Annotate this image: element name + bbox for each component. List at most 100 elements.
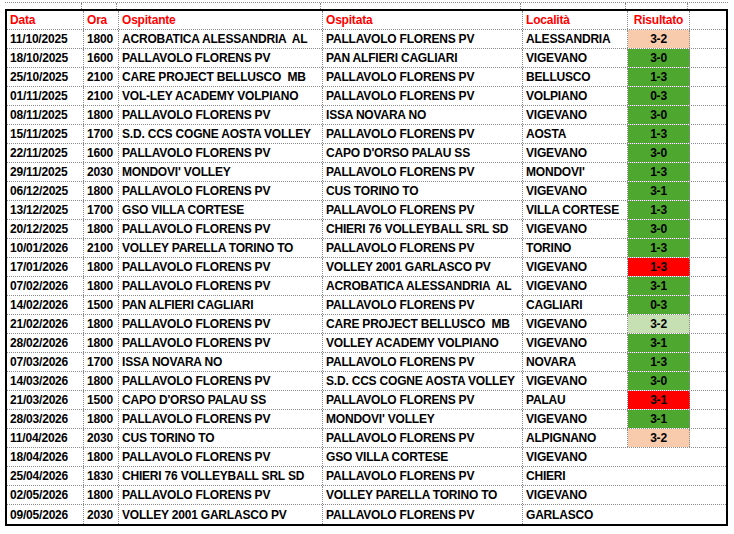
result-cell[interactable] [628,467,690,485]
location-cell[interactable]: VIGEVANO [523,334,628,352]
date-cell[interactable]: 11/10/2025 [7,30,84,48]
home-team-cell[interactable]: PALLAVOLO FLORENS PV [119,334,323,352]
date-cell[interactable]: 02/05/2026 [7,486,84,504]
result-cell[interactable]: 1-3 [628,258,690,276]
home-team-cell[interactable]: S.D. CCS COGNE AOSTA VOLLEY [119,125,323,143]
location-cell[interactable]: AOSTA [523,125,628,143]
result-cell[interactable]: 3-2 [628,429,690,447]
home-team-cell[interactable]: ISSA NOVARA NO [119,353,323,371]
home-team-cell[interactable]: CHIERI 76 VOLLEYBALL SRL SD [119,467,323,485]
time-cell[interactable]: 1800 [84,258,119,276]
empty-cell[interactable] [690,315,726,333]
home-team-cell[interactable]: PALLAVOLO FLORENS PV [119,486,323,504]
time-cell[interactable]: 1800 [84,448,119,466]
time-cell[interactable]: 1600 [84,49,119,67]
date-cell[interactable]: 08/11/2025 [7,106,84,124]
home-team-cell[interactable]: PALLAVOLO FLORENS PV [119,277,323,295]
away-team-cell[interactable]: VOLLEY PARELLA TORINO TO [323,486,523,504]
time-cell[interactable]: 2030 [84,429,119,447]
time-cell[interactable]: 1600 [84,144,119,162]
date-cell[interactable]: 18/10/2025 [7,49,84,67]
empty-cell[interactable] [690,106,726,124]
time-cell[interactable]: 1700 [84,353,119,371]
result-cell[interactable]: 3-0 [628,220,690,238]
empty-cell[interactable] [690,182,726,200]
time-cell[interactable]: 2030 [84,505,119,524]
header-data[interactable]: Data [7,11,84,29]
time-cell[interactable]: 1800 [84,410,119,428]
empty-cell[interactable] [690,30,726,48]
result-cell[interactable]: 0-3 [628,296,690,314]
empty-cell[interactable] [690,429,726,447]
result-cell[interactable]: 1-3 [628,163,690,181]
location-cell[interactable]: VIGEVANO [523,49,628,67]
time-cell[interactable]: 2100 [84,87,119,105]
away-team-cell[interactable]: PAN ALFIERI CAGLIARI [323,49,523,67]
time-cell[interactable]: 1800 [84,30,119,48]
home-team-cell[interactable]: PALLAVOLO FLORENS PV [119,315,323,333]
header-ora[interactable]: Ora [84,11,119,29]
time-cell[interactable]: 1700 [84,201,119,219]
location-cell[interactable]: VIGEVANO [523,448,628,466]
result-cell[interactable] [628,448,690,466]
away-team-cell[interactable]: MONDOVI' VOLLEY [323,410,523,428]
location-cell[interactable]: VIGEVANO [523,258,628,276]
home-team-cell[interactable]: VOLLEY 2001 GARLASCO PV [119,505,323,524]
result-cell[interactable]: 1-3 [628,201,690,219]
result-cell[interactable]: 3-1 [628,391,690,409]
empty-cell[interactable] [690,410,726,428]
result-cell[interactable]: 3-1 [628,277,690,295]
date-cell[interactable]: 29/11/2025 [7,163,84,181]
away-team-cell[interactable]: PALLAVOLO FLORENS PV [323,68,523,86]
away-team-cell[interactable]: PALLAVOLO FLORENS PV [323,239,523,257]
away-team-cell[interactable]: CHIERI 76 VOLLEYBALL SRL SD [323,220,523,238]
away-team-cell[interactable]: PALLAVOLO FLORENS PV [323,429,523,447]
away-team-cell[interactable]: GSO VILLA CORTESE [323,448,523,466]
home-team-cell[interactable]: PALLAVOLO FLORENS PV [119,448,323,466]
header-empty-cell[interactable] [690,11,726,29]
date-cell[interactable]: 06/12/2025 [7,182,84,200]
time-cell[interactable]: 1800 [84,334,119,352]
date-cell[interactable]: 07/02/2026 [7,277,84,295]
result-cell[interactable]: 1-3 [628,68,690,86]
home-team-cell[interactable]: PALLAVOLO FLORENS PV [119,144,323,162]
header-ospitante[interactable]: Ospitante [119,11,323,29]
location-cell[interactable]: CAGLIARI [523,296,628,314]
away-team-cell[interactable]: PALLAVOLO FLORENS PV [323,505,523,524]
location-cell[interactable]: VIGEVANO [523,220,628,238]
empty-cell[interactable] [690,448,726,466]
time-cell[interactable]: 2100 [84,68,119,86]
time-cell[interactable]: 1500 [84,296,119,314]
away-team-cell[interactable]: CARE PROJECT BELLUSCO MB [323,315,523,333]
home-team-cell[interactable]: PALLAVOLO FLORENS PV [119,182,323,200]
date-cell[interactable]: 25/04/2026 [7,467,84,485]
home-team-cell[interactable]: PALLAVOLO FLORENS PV [119,220,323,238]
result-cell[interactable]: 3-1 [628,182,690,200]
location-cell[interactable]: TORINO [523,239,628,257]
away-team-cell[interactable]: PALLAVOLO FLORENS PV [323,125,523,143]
header-localita[interactable]: Località [523,11,628,29]
away-team-cell[interactable]: PALLAVOLO FLORENS PV [323,391,523,409]
date-cell[interactable]: 14/02/2026 [7,296,84,314]
location-cell[interactable]: GARLASCO [523,505,628,524]
location-cell[interactable]: ALESSANDRIA [523,30,628,48]
empty-cell[interactable] [690,467,726,485]
empty-cell[interactable] [690,163,726,181]
home-team-cell[interactable]: PAN ALFIERI CAGLIARI [119,296,323,314]
location-cell[interactable]: VIGEVANO [523,372,628,390]
date-cell[interactable]: 14/03/2026 [7,372,84,390]
time-cell[interactable]: 1500 [84,391,119,409]
time-cell[interactable]: 1800 [84,106,119,124]
empty-cell[interactable] [690,201,726,219]
time-cell[interactable]: 1800 [84,486,119,504]
away-team-cell[interactable]: VOLLEY 2001 GARLASCO PV [323,258,523,276]
home-team-cell[interactable]: ACROBATICA ALESSANDRIA AL [119,30,323,48]
location-cell[interactable]: MONDOVI' [523,163,628,181]
away-team-cell[interactable]: PALLAVOLO FLORENS PV [323,353,523,371]
location-cell[interactable]: CHIERI [523,467,628,485]
home-team-cell[interactable]: PALLAVOLO FLORENS PV [119,49,323,67]
away-team-cell[interactable]: CAPO D'ORSO PALAU SS [323,144,523,162]
empty-cell[interactable] [690,334,726,352]
location-cell[interactable]: VIGEVANO [523,182,628,200]
time-cell[interactable]: 1800 [84,182,119,200]
